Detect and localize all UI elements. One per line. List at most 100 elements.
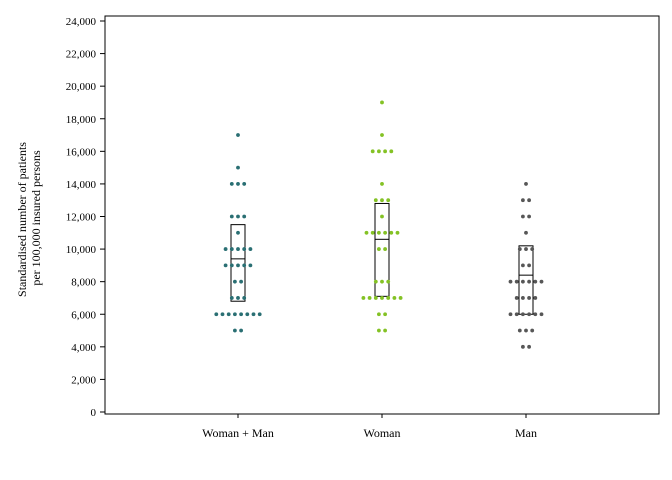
data-point [229,263,234,268]
data-point [229,247,234,251]
data-point [242,182,247,186]
data-point [539,312,544,317]
data-point [524,182,528,186]
data-point [521,344,525,349]
data-point [389,230,394,235]
y-axis: 0 2,000 4,000 6,000 8,000 10,000 12,000 14,000 1… [66,16,105,419]
data-point [392,296,397,300]
data-point [527,344,531,349]
data-point [364,230,369,235]
data-point [223,263,228,268]
data-point [236,214,240,219]
data-point [370,230,375,235]
data-point [223,247,228,251]
data-point [233,279,237,284]
y-tick-label: 10,000 [66,244,97,256]
data-point [377,230,381,235]
data-point [377,247,381,251]
data-point [533,312,538,317]
y-axis-title: Standardised number of patients per 100,… [15,139,43,297]
data-point [508,312,513,317]
y-tick-label: 0 [91,407,97,419]
data-point [239,312,244,317]
data-point [514,312,519,317]
data-point [539,279,544,284]
data-point [373,279,378,284]
y-tick-label: 8,000 [71,277,96,289]
y-tick-label: 14,000 [66,179,97,191]
data-point [524,328,528,333]
data-point [236,182,240,186]
data-point [389,149,394,154]
data-point [377,328,381,333]
data-point [514,296,519,300]
data-point [508,279,513,284]
data-point [239,279,244,284]
data-point [380,133,384,137]
data-point [367,296,372,300]
data-point [383,247,387,251]
data-point [380,214,384,219]
data-point [373,296,378,300]
data-point [236,263,240,268]
data-point [377,312,381,317]
data-point [521,312,525,317]
data-point [527,279,531,284]
y-tick-label: 20,000 [66,81,97,93]
data-point [214,312,219,317]
data-point [242,263,247,268]
y-tick-label: 2,000 [71,374,96,386]
data-point [521,214,525,219]
data-point [530,328,535,333]
y-tick-label: 4,000 [71,342,96,354]
data-point [530,247,535,251]
y-tick-label: 6,000 [71,309,96,321]
data-point [380,296,384,300]
data-point [398,296,403,300]
y-tick-label: 22,000 [66,49,97,61]
data-point [236,247,240,251]
data-point [373,198,378,203]
data-point [521,263,525,268]
data-point [380,198,384,203]
data-point [514,279,519,284]
data-point [527,263,531,268]
data-point [220,312,225,317]
data-point [524,230,528,235]
box-group [230,202,534,315]
data-point [245,312,250,317]
data-point [517,328,522,333]
data-point [386,296,391,300]
data-point [380,279,384,284]
data-point [377,149,381,154]
data-point [386,198,391,203]
x-axis: Woman + Man Woman Man [202,414,537,440]
data-point [517,247,522,251]
data-point [236,165,240,170]
y-tick-label: 12,000 [66,212,97,224]
data-point [236,296,240,300]
data-point [229,296,234,300]
data-point [521,279,525,284]
data-point [242,296,247,300]
y-axis-title-line-2: per 100,000 insured persons [29,150,43,286]
x-category-label: Woman [363,426,400,440]
data-point [233,312,237,317]
data-point [380,100,384,105]
data-point [521,198,525,203]
iqr-box [518,245,534,315]
data-point [233,328,237,333]
data-point [380,182,384,186]
data-point [533,279,538,284]
x-category-label: Woman + Man [202,426,274,440]
data-point [229,214,234,219]
data-point [383,328,387,333]
data-point [524,247,528,251]
data-point [226,312,231,317]
y-tick-label: 18,000 [66,114,97,126]
data-point [248,263,253,268]
data-point [236,230,240,235]
data-point [361,296,366,300]
data-point [386,279,391,284]
